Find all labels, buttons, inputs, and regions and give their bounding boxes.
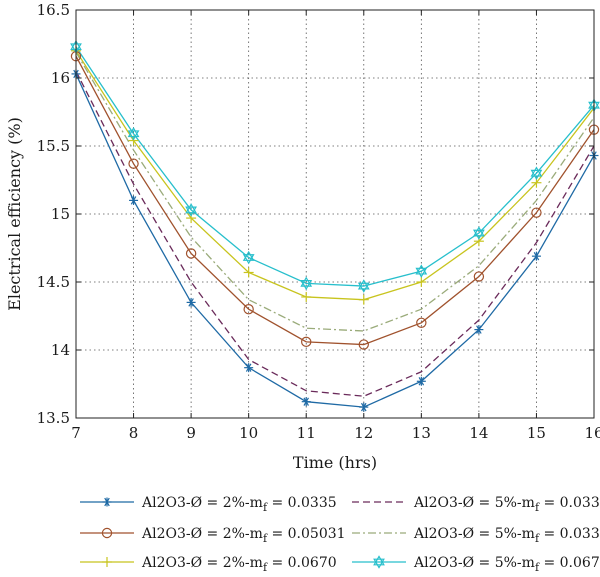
legend-label-value: = 0.05031	[267, 526, 346, 542]
series-6-point	[127, 126, 140, 141]
series-6-point	[473, 226, 485, 240]
y-tick-label: 14	[51, 341, 70, 359]
series-2-point	[416, 317, 427, 328]
legend-item-1: Al2O3-Ø = 2%-mf = 0.0335	[80, 495, 337, 514]
legend-label-subscript: f	[535, 532, 540, 545]
x-axis-label: Time (hrs)	[293, 453, 377, 472]
series-1-point	[129, 195, 139, 205]
legend-label-subscript: f	[263, 501, 268, 514]
x-tick-label: 9	[186, 424, 196, 442]
series-1-point	[359, 402, 369, 412]
series-line-6	[75, 46, 595, 287]
series-3-point	[128, 135, 139, 146]
x-tick-label: 7	[71, 424, 81, 442]
series-1-point	[301, 397, 311, 407]
series-3-point	[243, 267, 254, 278]
series-line-2	[75, 55, 595, 346]
series-1-point	[244, 363, 254, 373]
legend-label-subscript: f	[535, 501, 540, 514]
series-1-point	[474, 325, 484, 335]
y-tick-label: 15.5	[37, 137, 70, 155]
series-1-point	[531, 251, 541, 261]
axis-ticks: 7 8 9 10 11 12 13 14 15 16 13.5 14 14.5 15 15.5 16 16.5	[37, 1, 600, 442]
legend-label-value: = 0.0335	[267, 495, 337, 511]
series-markers	[70, 39, 600, 412]
series-2-point	[243, 304, 254, 315]
legend-item-4: Al2O3-Ø = 5%-mf = 0.0335	[352, 495, 600, 514]
series-2-point	[358, 339, 369, 350]
legend: Al2O3-Ø = 2%-mf = 0.0335 Al2O3-Ø = 5%-mf …	[80, 495, 600, 574]
legend-label: Al2O3-Ø = 2%-mf = 0.0670	[141, 555, 337, 574]
series-6-point	[530, 166, 543, 180]
legend-label-main: Al2O3-Ø = 2%-m	[141, 555, 263, 571]
legend-item-2: Al2O3-Ø = 2%-mf = 0.05031	[80, 526, 346, 545]
x-tick-label: 14	[469, 424, 488, 442]
series-3-point	[358, 294, 369, 305]
legend-label-main: Al2O3-Ø = 2%-m	[141, 495, 263, 511]
legend-label-main: Al2O3-Ø = 5%-m	[413, 526, 535, 542]
legend-label: Al2O3-Ø = 5%-mf = 0.0670	[413, 555, 600, 574]
y-axis-label: Electrical efficiency (%)	[5, 117, 24, 311]
legend-item-3: Al2O3-Ø = 2%-mf = 0.0670	[80, 555, 337, 574]
y-tick-label: 14.5	[37, 273, 70, 291]
x-tick-label: 16	[584, 424, 600, 442]
legend-swatch-marker	[373, 555, 385, 569]
legend-label-main: Al2O3-Ø = 5%-m	[413, 495, 535, 511]
series-2-point	[301, 336, 312, 348]
series-6-point	[300, 276, 313, 291]
legend-swatch-marker	[102, 497, 112, 507]
series-6-point	[357, 279, 370, 293]
series-6-point	[415, 264, 428, 278]
legend-label-value: = 0.0335	[539, 495, 600, 511]
series-6-point	[185, 203, 197, 217]
series-line-3	[75, 50, 595, 301]
legend-label-value: = 0.0670	[539, 555, 600, 571]
y-tick-label: 13.5	[37, 409, 70, 427]
x-tick-label: 12	[354, 424, 373, 442]
series-3-point	[416, 277, 427, 287]
series-line-1	[75, 73, 595, 408]
series-2-point	[185, 248, 197, 259]
legend-label: Al2O3-Ø = 2%-mf = 0.05031	[141, 526, 346, 545]
legend-item-5: Al2O3-Ø = 5%-mf = 0.0335	[352, 526, 600, 545]
series-line-5	[75, 51, 595, 332]
legend-label-subscript: f	[263, 532, 268, 545]
x-tick-label: 10	[239, 424, 258, 442]
series-2-point	[473, 271, 485, 282]
series-line-4	[75, 70, 595, 397]
x-tick-label: 11	[297, 424, 316, 442]
legend-swatch-marker	[102, 557, 112, 567]
legend-label-subscript: f	[535, 561, 540, 574]
series-6-point	[242, 250, 255, 265]
x-tick-label: 13	[412, 424, 431, 442]
series-1-point	[186, 297, 196, 307]
legend-label-subscript: f	[263, 561, 268, 574]
series-3-point	[301, 291, 312, 302]
y-tick-label: 16	[51, 69, 70, 87]
series-2-point	[128, 158, 139, 169]
legend-label-value: = 0.0335	[539, 526, 600, 542]
legend-label: Al2O3-Ø = 5%-mf = 0.0335	[413, 495, 600, 514]
legend-label: Al2O3-Ø = 5%-mf = 0.0335	[413, 526, 600, 545]
grid	[76, 10, 594, 418]
legend-label-main: Al2O3-Ø = 5%-m	[413, 555, 535, 571]
legend-label-value: = 0.0670	[267, 555, 337, 571]
series-2-point	[531, 207, 542, 218]
series-1-point	[416, 376, 426, 386]
legend-label-main: Al2O3-Ø = 2%-m	[141, 526, 263, 542]
x-tick-label: 8	[129, 424, 139, 442]
legend-label: Al2O3-Ø = 2%-mf = 0.0335	[141, 495, 337, 514]
legend-swatch-marker	[101, 527, 113, 539]
series-lines	[75, 46, 595, 408]
y-tick-label: 16.5	[37, 1, 70, 19]
legend-item-6: Al2O3-Ø = 5%-mf = 0.0670	[352, 555, 600, 574]
x-tick-label: 15	[527, 424, 546, 442]
y-tick-label: 15	[51, 205, 70, 223]
